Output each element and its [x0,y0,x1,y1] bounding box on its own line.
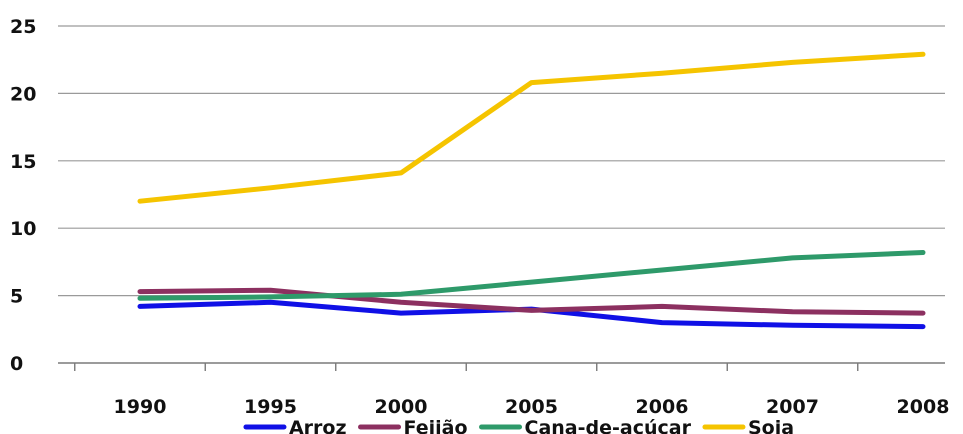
series-lines [137,51,926,330]
series-line-arroz [137,299,926,330]
legend-item-soja: Soja [702,417,794,434]
legend-label: Soja [748,417,794,434]
legend: Arroz Feijão Cana-de-açúcar Soja [243,417,794,434]
y-axis-tick-labels: 0 5 10 15 20 25 [10,16,36,375]
y-tick-label: 20 [10,83,36,105]
y-tick-label: 25 [10,16,36,38]
legend-label: Arroz [289,417,347,434]
x-tick-label: 1990 [114,396,167,418]
y-tick-label: 5 [10,286,23,308]
x-axis-tick-labels: 1990 1995 2000 2005 2006 2007 2008 [114,396,950,418]
y-tick-label: 0 [10,353,23,375]
x-tick-label: 2000 [375,396,428,418]
legend-label: Cana-de-açúcar [525,417,692,434]
legend-label: Feijão [404,417,468,434]
series-line-cana-de-a-car [137,250,926,301]
legend-item-arroz: Arroz [243,417,347,434]
series-line-soja [137,51,926,204]
legend-item-feij-o: Feijão [358,417,468,434]
x-tick-label: 2008 [897,396,950,418]
x-tick-label: 2006 [636,396,689,418]
legend-item-cana-de-a-car: Cana-de-açúcar [479,417,692,434]
x-tick-label: 1995 [244,396,297,418]
y-tick-label: 15 [10,151,36,173]
y-tick-label: 10 [10,218,36,240]
x-tick-label: 2007 [766,396,819,418]
x-tick-label: 2005 [505,396,558,418]
axis-ticks [74,363,859,371]
series-line-feij-o [137,287,926,316]
